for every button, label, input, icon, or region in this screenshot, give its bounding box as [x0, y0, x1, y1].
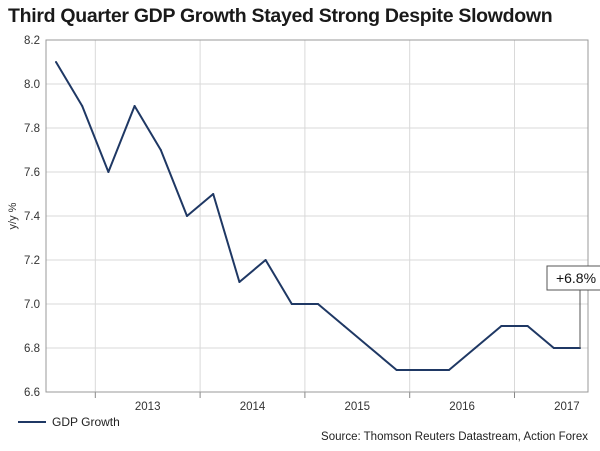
data-point — [212, 193, 215, 195]
y-tick-label: 7.4 — [24, 211, 41, 223]
data-point — [448, 369, 450, 371]
y-tick-label: 6.6 — [24, 387, 40, 399]
data-point — [552, 347, 555, 349]
y-tick-label: 8.2 — [24, 35, 40, 47]
annotation-box — [546, 265, 600, 291]
source-note: Source: Thomson Reuters Datastream, Acti… — [321, 431, 588, 443]
annotation-label: +6.8% — [556, 270, 596, 286]
data-point — [55, 61, 57, 63]
data-point — [290, 303, 293, 305]
data-point — [81, 105, 84, 107]
data-point — [369, 347, 372, 349]
legend-swatch-gdp-growth — [18, 421, 46, 423]
data-point — [317, 303, 319, 305]
data-point — [500, 325, 503, 327]
x-tick-label: 2015 — [345, 401, 371, 413]
data-point — [421, 369, 424, 371]
y-tick-label: 8.0 — [24, 79, 40, 91]
chart-title: Third Quarter GDP Growth Stayed Strong D… — [8, 5, 553, 27]
data-point — [526, 325, 529, 327]
data-point — [264, 259, 267, 261]
data-point — [159, 149, 162, 151]
plot-frame — [45, 39, 589, 393]
y-tick-label: 7.6 — [24, 167, 40, 179]
data-point — [474, 347, 477, 349]
x-tick-label: 2016 — [449, 401, 475, 413]
data-point — [107, 171, 110, 173]
line-layer — [55, 61, 581, 371]
legend: GDP Growth — [18, 415, 120, 429]
data-point — [343, 325, 346, 327]
y-tick-label: 7.0 — [24, 299, 40, 311]
data-point — [133, 105, 136, 107]
y-tick-label: 7.2 — [24, 255, 40, 267]
data-point — [395, 369, 398, 371]
axis-layer — [45, 39, 589, 398]
x-tick-label: 2013 — [135, 401, 161, 413]
y-axis-label: y/y % — [7, 202, 19, 229]
label-layer: 6.6 6.8 7.0 7.2 7.4 7.6 7.8 8.0 8.2 2013 2014 2015 2… — [7, 35, 580, 413]
data-point — [238, 281, 241, 283]
y-tick-label: 6.8 — [24, 343, 40, 355]
data-point — [186, 215, 188, 217]
legend-label-gdp-growth: GDP Growth — [52, 415, 120, 429]
x-tick-label: 2014 — [240, 401, 266, 413]
grid-layer — [46, 39, 588, 393]
annotation-layer: +6.8% — [546, 265, 600, 348]
x-tick-label: 2017 — [554, 401, 580, 413]
y-tick-label: 7.8 — [24, 123, 40, 135]
